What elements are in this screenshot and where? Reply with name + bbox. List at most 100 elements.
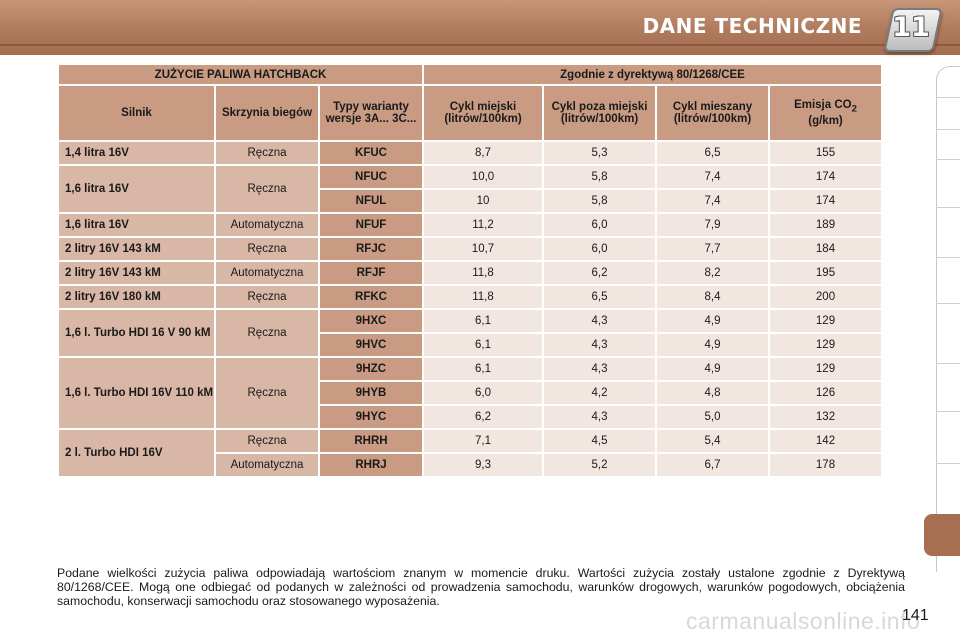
extra-urban-cell: 6,5 [544,286,655,308]
gearbox-cell: Ręczna [216,166,318,212]
extra-urban-cell: 5,3 [544,142,655,164]
section-title: ZUŻYCIE PALIWA HATCHBACK [59,65,422,84]
mixed-cell: 4,9 [657,358,768,380]
co2-cell: 155 [770,142,881,164]
table-row: 2 l. Turbo HDI 16V Ręczna RHRH 7,1 4,5 5… [59,430,881,476]
extra-urban-cell: 4,3 [544,358,655,380]
mixed-cell: 8,4 [657,286,768,308]
type-code-cell: NFUL [320,190,422,212]
urban-cell: 11,2 [424,214,542,236]
gearbox-cell: Automatyczna [216,214,318,236]
type-code-cell: RHRJ [320,454,422,476]
type-code-cell: 9HZC [320,358,422,380]
type-code-cell: RHRH [320,430,422,452]
urban-cell: 11,8 [424,286,542,308]
gearbox-cell: Automatyczna [216,262,318,284]
page-title: DANE TECHNICZNE [642,14,862,38]
urban-cell: 8,7 [424,142,542,164]
fuel-consumption-table: ZUŻYCIE PALIWA HATCHBACK Zgodnie z dyrek… [57,63,883,478]
table-row: NFUL 10 5,8 7,4 174 [59,190,881,212]
urban-cell: 7,1 [424,430,542,452]
type-code-cell: KFUC [320,142,422,164]
tab-divider [936,363,960,364]
extra-urban-cell: 4,2 [544,382,655,404]
extra-urban-cell: 6,0 [544,238,655,260]
engine-cell: 1,6 l. Turbo HDI 16V 110 kM [59,358,214,428]
mixed-cell: 4,9 [657,334,768,356]
gearbox-cell: Automatyczna [216,454,318,476]
tab-divider [936,257,960,258]
co2-cell: 132 [770,406,881,428]
table-row: 1,4 litra 16V Ręczna KFUC 8,7 5,3 6,5 15… [59,142,881,164]
table-row: 2 litry 16V 180 kM Ręczna RFKC 11,8 6,5 … [59,286,881,308]
urban-cell: 11,8 [424,262,542,284]
header-divider [0,44,960,46]
mixed-cell: 7,4 [657,166,768,188]
co2-cell: 195 [770,262,881,284]
type-code-cell: RFJC [320,238,422,260]
table-row: 9HVC 6,1 4,3 4,9 129 [59,334,881,356]
co2-cell: 174 [770,190,881,212]
col-mixed: Cykl mieszany (litrów/100km) [657,86,768,140]
table-row: 9HYB 6,0 4,2 4,8 126 [59,382,881,404]
type-code-cell: NFUF [320,214,422,236]
co2-cell: 129 [770,334,881,356]
mixed-cell: 7,9 [657,214,768,236]
table-row: 9HYC 6,2 4,3 5,0 132 [59,406,881,428]
urban-cell: 6,2 [424,406,542,428]
gearbox-cell: Ręczna [216,238,318,260]
type-code-cell: RFKC [320,286,422,308]
engine-cell: 1,6 l. Turbo HDI 16 V 90 kM [59,310,214,356]
chapter-number: 11 [892,12,930,43]
col-co2-label: Emisja CO [794,98,852,111]
mixed-cell: 4,8 [657,382,768,404]
urban-cell: 6,1 [424,334,542,356]
mixed-cell: 4,9 [657,310,768,332]
type-code-cell: 9HXC [320,310,422,332]
urban-cell: 6,0 [424,382,542,404]
gearbox-cell: Ręczna [216,430,318,452]
engine-cell: 2 litry 16V 143 kM [59,262,214,284]
mixed-cell: 6,7 [657,454,768,476]
footnote-text: Podane wielkości zużycia paliwa odpowiad… [57,566,905,609]
gearbox-cell: Ręczna [216,310,318,356]
co2-cell: 129 [770,358,881,380]
type-code-cell: 9HYC [320,406,422,428]
engine-cell: 2 l. Turbo HDI 16V [59,430,214,476]
tab-divider [936,129,960,130]
gearbox-cell: Ręczna [216,286,318,308]
extra-urban-cell: 6,0 [544,214,655,236]
tab-divider [936,411,960,412]
col-co2: Emisja CO2 (g/km) [770,86,881,140]
gearbox-cell: Ręczna [216,358,318,428]
type-code-cell: NFUC [320,166,422,188]
col-gearbox: Skrzynia biegów [216,86,318,140]
co2-cell: 200 [770,286,881,308]
col-types: Typy warianty wersje 3A... 3C... [320,86,422,140]
table-row: 1,6 l. Turbo HDI 16 V 90 kM Ręczna 9HXC … [59,310,881,356]
urban-cell: 10,7 [424,238,542,260]
engine-cell: 2 litry 16V 180 kM [59,286,214,308]
table-row: 1,6 l. Turbo HDI 16V 110 kM Ręczna 9HZC … [59,358,881,428]
col-engine: Silnik [59,86,214,140]
mixed-cell: 7,4 [657,190,768,212]
mixed-cell: 8,2 [657,262,768,284]
extra-urban-cell: 4,5 [544,430,655,452]
active-section-tab[interactable] [924,514,960,556]
co2-cell: 174 [770,166,881,188]
co2-cell: 178 [770,454,881,476]
col-co2-subscript: 2 [851,103,857,115]
co2-cell: 142 [770,430,881,452]
type-code-cell: RFJF [320,262,422,284]
engine-cell: 1,4 litra 16V [59,142,214,164]
table-row: 1,6 litra 16V Ręczna NFUC 10,0 5,8 7,4 1… [59,166,881,212]
mixed-cell: 6,5 [657,142,768,164]
table-row: 2 litry 16V 143 kM Automatyczna RFJF 11,… [59,262,881,284]
urban-cell: 6,1 [424,358,542,380]
engine-cell: 1,6 litra 16V [59,214,214,236]
table-row: 1,6 litra 16V Automatyczna NFUF 11,2 6,0… [59,214,881,236]
extra-urban-cell: 5,2 [544,454,655,476]
col-urban: Cykl miejski (litrów/100km) [424,86,542,140]
co2-cell: 189 [770,214,881,236]
engine-cell: 2 litry 16V 143 kM [59,238,214,260]
